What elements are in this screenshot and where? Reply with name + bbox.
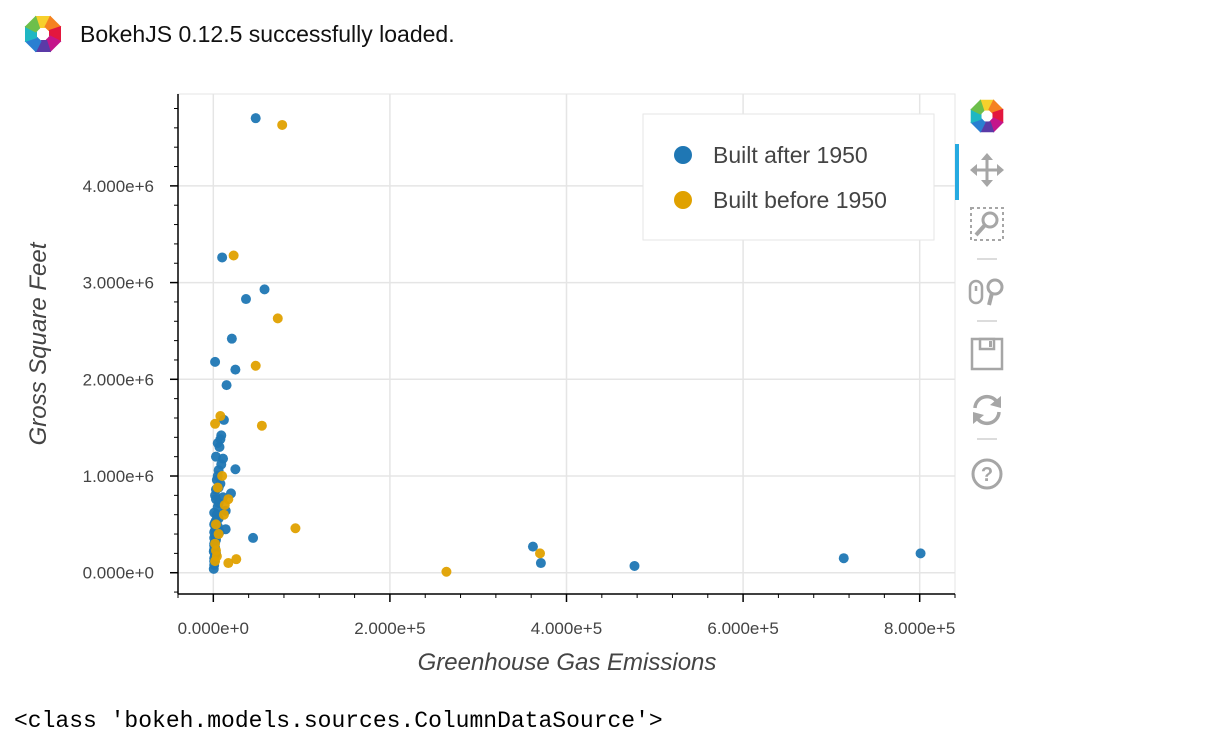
scatter-point [277, 119, 288, 130]
active-tool-indicator [955, 144, 959, 200]
y-axis-title: Gross Square Feet [25, 241, 52, 445]
toolbar-separator [977, 320, 997, 322]
scatter-point [629, 560, 640, 571]
scatter-point [231, 554, 242, 565]
scatter-point [256, 420, 267, 431]
scatter-point [272, 313, 283, 324]
scatter-point [208, 563, 219, 574]
bokeh-logo-icon [970, 99, 1004, 133]
x-tick-label: 8.000e+5 [884, 619, 955, 638]
x-tick-label: 2.000e+5 [354, 619, 425, 638]
y-grid-lines [178, 185, 955, 574]
box-zoom-tool[interactable] [967, 204, 1007, 244]
scatter-point [248, 532, 259, 543]
scatter-point [212, 482, 223, 493]
scatter-point [210, 556, 221, 567]
legend-marker-after-1950 [674, 146, 692, 164]
help-icon: ? [971, 458, 1003, 490]
toolbar-separator [977, 438, 997, 440]
legend: Built after 1950 Built before 1950 [642, 113, 935, 241]
loaded-message: BokehJS 0.12.5 successfully loaded. [80, 20, 455, 47]
scatter-point [230, 364, 241, 375]
scatter-point [217, 252, 228, 263]
y-tick-label: 1.000e+6 [83, 467, 154, 486]
save-tool[interactable] [967, 334, 1007, 374]
y-tick-label: 4.000e+6 [83, 177, 154, 196]
scatter-point [210, 418, 221, 429]
help-tool[interactable]: ? [967, 454, 1007, 494]
legend-box [642, 113, 935, 241]
bokeh-logo-link[interactable] [967, 96, 1007, 136]
scatter-point [527, 541, 538, 552]
box-zoom-icon [970, 207, 1004, 241]
scatter-point [218, 509, 229, 520]
scatter-point [228, 250, 239, 261]
scatter-point [210, 356, 221, 367]
scatter-point [219, 500, 230, 511]
x-tick-label: 0.000e+0 [178, 619, 249, 638]
reset-icon [973, 394, 1001, 426]
y-tick-label: 2.000e+6 [83, 370, 154, 389]
save-icon [970, 337, 1004, 371]
y-tick-label: 3.000e+6 [83, 274, 154, 293]
y-axis-ticks: 0.000e+0 1.000e+6 2.000e+6 3.000e+6 4.000e+6 [83, 108, 178, 593]
scatter-point [215, 411, 226, 422]
x-axis-ticks: 0.000e+0 2.000e+5 4.000e+5 6.000e+5 8.000e+5 [177, 594, 956, 638]
wheel-zoom-tool[interactable] [967, 272, 1007, 312]
scatter-point [915, 548, 926, 559]
scatter-point [535, 558, 546, 569]
x-axis-title: Greenhouse Gas Emissions [418, 649, 717, 676]
legend-label-before-1950: Built before 1950 [713, 187, 887, 213]
scatter-point [259, 284, 270, 295]
reset-tool[interactable] [967, 390, 1007, 430]
scatter-point [214, 441, 225, 452]
scatter-point [441, 566, 452, 577]
scatter-point [240, 294, 251, 305]
scatter-point [535, 548, 546, 559]
output-repr: <class 'bokeh.models.sources.ColumnDataS… [14, 708, 663, 734]
toolbar-separator [977, 258, 997, 260]
plot-toolbar: ? [955, 92, 1015, 512]
x-tick-label: 4.000e+5 [531, 619, 602, 638]
scatter-point [230, 464, 241, 475]
scatter-point [223, 558, 234, 569]
scatter-point [213, 529, 224, 540]
scatter-marks [208, 113, 926, 577]
legend-label-after-1950: Built after 1950 [713, 142, 868, 168]
scatter-point [210, 519, 221, 530]
scatter-point [217, 471, 228, 482]
pan-tool[interactable] [967, 150, 1007, 190]
bokeh-logo-icon [24, 15, 62, 53]
scatter-point [210, 538, 221, 549]
series-built-before-1950 [210, 119, 546, 577]
svg-text:?: ? [981, 464, 993, 486]
scatter-point [250, 360, 261, 371]
bokeh-loaded-banner: BokehJS 0.12.5 successfully loaded. [22, 12, 455, 56]
scatter-point [250, 113, 261, 124]
y-tick-label: 0.000e+0 [83, 564, 154, 583]
x-tick-label: 6.000e+5 [707, 619, 778, 638]
scatter-point [221, 380, 232, 391]
wheel-zoom-icon [968, 278, 1004, 306]
scatter-point [226, 333, 237, 344]
scatter-point [290, 523, 301, 534]
legend-marker-before-1950 [674, 191, 692, 209]
scatter-point [838, 553, 849, 564]
pan-icon [970, 153, 1004, 187]
